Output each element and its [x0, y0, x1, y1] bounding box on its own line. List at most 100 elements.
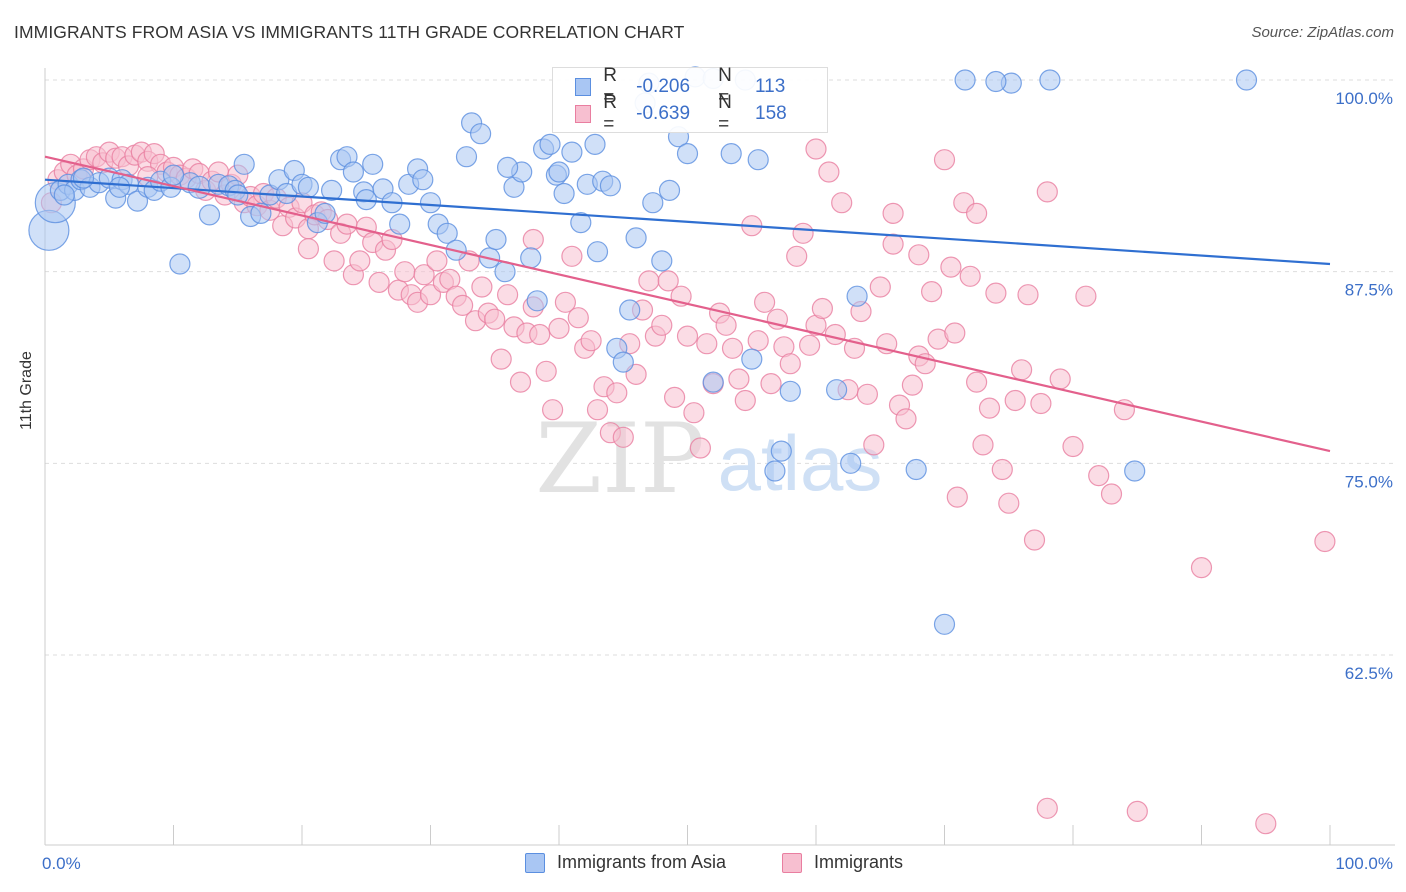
- data-point: [946, 486, 968, 508]
- legend-r-label: R =: [603, 92, 618, 135]
- legend-item-asia[interactable]: Immigrants from Asia: [525, 852, 726, 873]
- data-point: [676, 325, 699, 347]
- data-point: [297, 238, 319, 260]
- trend-lines: [44, 155, 1331, 453]
- data-point: [1023, 529, 1046, 551]
- stats-legend: R = -0.206 N = 113 R = -0.639 N = 158: [552, 65, 828, 135]
- data-point: [720, 143, 742, 165]
- watermark-zip: ZIP: [535, 403, 704, 515]
- data-point: [612, 426, 634, 448]
- data-point: [792, 222, 814, 244]
- data-point: [389, 213, 411, 235]
- data-point: [869, 276, 891, 298]
- data-point: [882, 233, 904, 255]
- legend-swatch-asia: [525, 852, 545, 873]
- data-point: [419, 284, 442, 306]
- data-point: [314, 202, 336, 224]
- data-point: [920, 281, 943, 303]
- data-point: [72, 167, 95, 189]
- data-point: [882, 202, 904, 224]
- data-point: [972, 434, 994, 456]
- data-point: [741, 348, 763, 370]
- data-point: [368, 271, 390, 293]
- data-point: [553, 182, 575, 205]
- legend-row-asia: R = -0.206 N = 113: [575, 65, 827, 108]
- legend-swatch-immigrants: [575, 105, 592, 123]
- data-point: [471, 276, 493, 298]
- chart-title: IMMIGRANTS FROM ASIA VS IMMIGRANTS 11TH …: [14, 22, 685, 42]
- data-point: [584, 133, 606, 155]
- data-point: [651, 314, 673, 336]
- data-point: [1255, 813, 1277, 835]
- legend-n-value: 158: [755, 103, 787, 124]
- legend-row-immigrants: R = -0.639 N = 158: [575, 92, 827, 135]
- data-point: [586, 399, 609, 421]
- data-point: [658, 179, 681, 201]
- legend-label-immigrants: Immigrants: [814, 852, 904, 872]
- legend-r-value: -0.206: [636, 76, 691, 97]
- data-point: [198, 204, 221, 226]
- data-point: [233, 153, 255, 175]
- data-point: [824, 323, 846, 346]
- data-point: [526, 290, 548, 312]
- data-point: [548, 317, 570, 339]
- data-point: [580, 330, 602, 352]
- data-point: [657, 270, 679, 292]
- data-point: [663, 386, 686, 408]
- data-point: [1004, 389, 1026, 412]
- data-point: [959, 265, 981, 287]
- data-point: [715, 314, 737, 336]
- data-point: [933, 613, 956, 635]
- data-point: [965, 202, 988, 224]
- data-point: [323, 250, 345, 272]
- data-point: [985, 282, 1007, 304]
- data-point: [779, 380, 801, 402]
- data-point: [520, 247, 542, 269]
- data-point: [760, 373, 782, 395]
- data-point: [452, 294, 474, 316]
- legend-n-value: 113: [755, 76, 786, 97]
- series-immigrants-from-asia-points: [28, 66, 1258, 635]
- data-point: [998, 492, 1020, 514]
- data-point: [985, 70, 1007, 93]
- data-point: [561, 141, 583, 163]
- data-point: [905, 458, 927, 481]
- data-point: [1314, 530, 1336, 553]
- data-point: [497, 284, 519, 306]
- data-point: [954, 69, 976, 91]
- data-point: [1010, 359, 1033, 381]
- data-point: [362, 153, 384, 175]
- data-point: [818, 161, 840, 183]
- source-label: Source: ZipAtlas.com: [1251, 24, 1394, 41]
- data-point: [1126, 800, 1148, 823]
- data-point: [978, 397, 1001, 419]
- data-point: [721, 337, 744, 359]
- data-point: [863, 434, 885, 456]
- data-point: [599, 175, 622, 197]
- data-point: [1100, 483, 1123, 505]
- data-point: [1235, 69, 1258, 91]
- data-point: [413, 264, 435, 286]
- legend-swatch-asia: [575, 78, 592, 96]
- legend-n-label: N =: [718, 65, 732, 108]
- data-point: [1062, 435, 1084, 458]
- data-point: [470, 123, 492, 145]
- data-point: [612, 351, 634, 373]
- data-point: [342, 161, 364, 183]
- data-point: [412, 169, 434, 191]
- data-point: [162, 164, 185, 186]
- data-point: [419, 192, 442, 214]
- legend-item-immigrants[interactable]: Immigrants: [782, 852, 903, 873]
- data-point: [53, 184, 75, 206]
- data-point: [522, 228, 544, 251]
- data-point: [683, 402, 705, 424]
- data-point: [1039, 69, 1061, 91]
- legend-n-label: N =: [718, 92, 732, 135]
- data-point: [187, 175, 211, 199]
- data-point: [840, 452, 862, 474]
- data-point: [535, 360, 557, 382]
- y-tick-label: 62.5%: [1345, 664, 1393, 683]
- data-point: [638, 270, 660, 292]
- data-point: [394, 261, 416, 283]
- data-point: [169, 253, 191, 275]
